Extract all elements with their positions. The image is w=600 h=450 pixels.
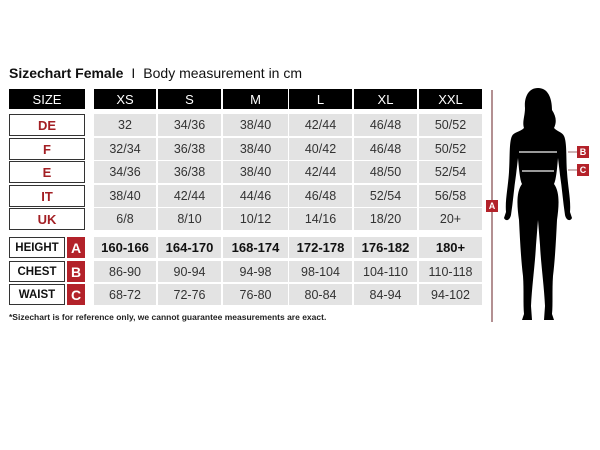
measure-label-chest: CHEST — [9, 261, 65, 282]
footnote: *Sizechart is for reference only, we can… — [9, 312, 327, 322]
measure-cell: 176-182 — [354, 237, 417, 258]
header-size: SIZE — [9, 89, 85, 109]
measure-cell: 104-110 — [354, 261, 417, 282]
measure-cell: 168-174 — [223, 237, 288, 258]
body-silhouette-figure — [491, 88, 577, 322]
size-cell: 52/54 — [419, 161, 482, 183]
size-cell: 42/44 — [158, 185, 221, 207]
measure-letter-badge: B — [67, 261, 85, 282]
size-cell: 52/54 — [354, 185, 417, 207]
size-cell: 38/40 — [94, 185, 156, 207]
size-cell: 6/8 — [94, 208, 156, 230]
row-label-f: F — [9, 138, 85, 160]
measure-letter-badge: A — [67, 237, 85, 258]
size-cell: 10/12 — [223, 208, 288, 230]
header-l: L — [289, 89, 352, 109]
size-cell: 44/46 — [223, 185, 288, 207]
size-cell: 34/36 — [94, 161, 156, 183]
size-cell: 14/16 — [289, 208, 352, 230]
measure-cell: 180+ — [419, 237, 482, 258]
size-cell: 40/42 — [289, 138, 352, 160]
size-cell: 56/58 — [419, 185, 482, 207]
row-label-it: IT — [9, 185, 85, 207]
measure-cell: 90-94 — [158, 261, 221, 282]
silhouette-icon — [504, 88, 572, 320]
row-label-e: E — [9, 161, 85, 183]
size-cell: 38/40 — [223, 138, 288, 160]
size-cell: 20+ — [419, 208, 482, 230]
measure-cell: 98-104 — [289, 261, 352, 282]
measure-cell: 72-76 — [158, 284, 221, 305]
measure-cell: 84-94 — [354, 284, 417, 305]
measure-label-waist: WAIST — [9, 284, 65, 305]
header-xs: XS — [94, 89, 156, 109]
measure-cell: 164-170 — [158, 237, 221, 258]
measure-cell: 80-84 — [289, 284, 352, 305]
size-cell: 18/20 — [354, 208, 417, 230]
measure-cell: 68-72 — [94, 284, 156, 305]
measure-cell: 86-90 — [94, 261, 156, 282]
size-cell: 38/40 — [223, 114, 288, 136]
chart-title: Sizechart Female I Body measurement in cm — [9, 65, 302, 81]
measure-label-height: HEIGHT — [9, 237, 65, 258]
header-xl: XL — [354, 89, 417, 109]
measure-cell: 76-80 — [223, 284, 288, 305]
badge-b: B — [577, 146, 589, 158]
measure-cell: 110-118 — [419, 261, 482, 282]
size-cell: 36/38 — [158, 161, 221, 183]
measure-cell: 94-102 — [419, 284, 482, 305]
header-xxl: XXL — [419, 89, 482, 109]
badge-c: C — [577, 164, 589, 176]
size-cell: 46/48 — [354, 114, 417, 136]
size-cell: 42/44 — [289, 161, 352, 183]
size-cell: 32/34 — [94, 138, 156, 160]
title-subtitle: Body measurement in cm — [143, 65, 303, 81]
measure-cell: 94-98 — [223, 261, 288, 282]
size-cell: 50/52 — [419, 138, 482, 160]
measure-letter-badge: C — [67, 284, 85, 305]
measure-cell: 172-178 — [289, 237, 352, 258]
header-s: S — [158, 89, 221, 109]
size-cell: 46/48 — [289, 185, 352, 207]
size-cell: 42/44 — [289, 114, 352, 136]
title-separator: I — [131, 65, 136, 81]
title-bold: Sizechart Female — [9, 65, 124, 81]
size-cell: 36/38 — [158, 138, 221, 160]
size-cell: 50/52 — [419, 114, 482, 136]
measure-cell: 160-166 — [94, 237, 156, 258]
header-m: M — [223, 89, 288, 109]
size-cell: 48/50 — [354, 161, 417, 183]
size-cell: 46/48 — [354, 138, 417, 160]
size-cell: 34/36 — [158, 114, 221, 136]
size-cell: 32 — [94, 114, 156, 136]
row-label-de: DE — [9, 114, 85, 136]
size-cell: 38/40 — [223, 161, 288, 183]
badge-a: A — [486, 200, 498, 212]
row-label-uk: UK — [9, 208, 85, 230]
size-cell: 8/10 — [158, 208, 221, 230]
